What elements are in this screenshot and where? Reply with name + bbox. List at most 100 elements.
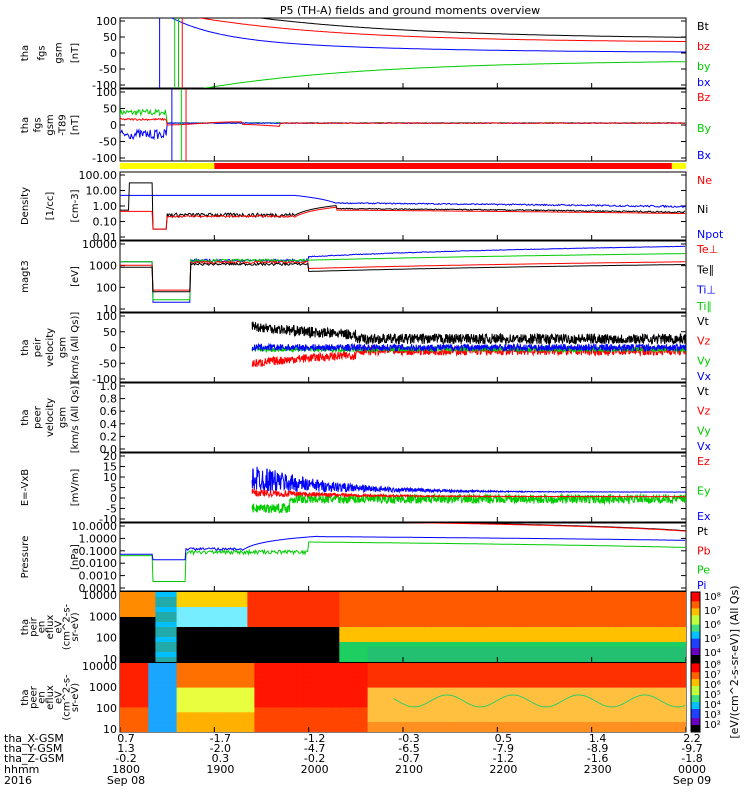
y-tick-label: 10 — [103, 303, 117, 316]
spectrogram-cell — [445, 657, 454, 662]
spectrogram-cell — [374, 597, 383, 603]
y-tick-label: 1000 — [89, 681, 117, 694]
spectrogram-cell — [360, 592, 369, 598]
spectrogram-cell — [311, 602, 319, 608]
spectrogram-cell — [579, 722, 588, 728]
spectrogram-cell — [190, 617, 199, 623]
spectrogram-cell — [403, 612, 411, 618]
legend-entry: Te∥ — [696, 263, 714, 276]
spectrogram-cell — [134, 663, 142, 669]
spectrogram-cell — [558, 602, 567, 608]
spectrogram-cell — [544, 712, 553, 718]
spectrogram-cell — [176, 717, 185, 723]
spectrogram-cell — [622, 707, 630, 713]
spectrogram-cell — [678, 702, 686, 708]
spectrogram-cell — [495, 627, 503, 633]
spectrogram-cell — [608, 663, 616, 669]
legend-entry: Vy — [697, 354, 711, 367]
spectrogram-cell — [212, 612, 220, 618]
x-axis-year: 2016 — [4, 774, 32, 787]
spectrogram-cell — [176, 632, 185, 638]
spectrogram-cell — [565, 632, 574, 638]
spectrogram-cell — [466, 677, 475, 684]
spectrogram-cell — [678, 637, 686, 643]
y-axis-label-line: eflux — [45, 685, 56, 710]
spectrogram-cell — [367, 702, 376, 708]
spectrogram-cell — [395, 717, 404, 723]
spectrogram-cell — [120, 727, 128, 732]
spectrogram-cell — [650, 657, 659, 662]
spectrogram-cell — [608, 642, 616, 648]
spectrogram-cell — [572, 667, 581, 674]
spectrogram-cell — [120, 612, 128, 618]
spectrogram-cell — [120, 663, 128, 669]
spectrogram-cell — [254, 592, 263, 598]
spectrogram-cell — [204, 687, 213, 694]
spectrogram-cell — [509, 697, 517, 703]
spectrogram-cell — [212, 647, 220, 653]
y-tick-label: -5 — [106, 503, 117, 516]
spectrogram-cell — [162, 672, 171, 679]
spectrogram-cell — [523, 712, 531, 718]
spectrogram-cell — [502, 657, 510, 662]
spectrogram-cell — [374, 647, 383, 653]
spectrogram-cell — [353, 712, 362, 718]
spectrogram-cell — [466, 642, 475, 648]
spectrogram-cell — [176, 722, 185, 728]
spectrogram-cell — [367, 687, 376, 694]
spectrogram-cell — [197, 647, 206, 653]
spectrogram-cell — [586, 677, 595, 684]
spectrogram-cell — [410, 597, 418, 603]
spectrogram-cell — [615, 697, 623, 703]
spectrogram-cell — [204, 682, 213, 689]
spectrogram-cell — [417, 712, 425, 718]
spectrogram-cell — [403, 632, 411, 638]
spectrogram-cell — [353, 632, 362, 638]
spectrogram-cell — [204, 697, 213, 703]
spectrogram-cell — [303, 642, 312, 648]
spectrogram-cell — [374, 657, 383, 662]
spectrogram-cell — [445, 637, 454, 643]
spectrogram-cell — [487, 697, 496, 703]
spectrogram-cell — [417, 722, 425, 728]
spectrogram-cell — [579, 597, 588, 603]
spectrogram-cell — [537, 682, 546, 689]
spectrogram-cell — [495, 642, 503, 648]
colorbar-cell — [691, 706, 700, 710]
colorbar-cell — [691, 629, 700, 633]
spectrogram-cell — [551, 707, 560, 713]
spectrogram-cell — [473, 632, 482, 638]
spectrogram-cell — [622, 722, 630, 728]
legend-entry: Ti⊥ — [696, 284, 716, 297]
spectrogram-cell — [360, 667, 369, 674]
spectrogram-cell — [204, 652, 213, 658]
spectrogram-cell — [127, 697, 135, 703]
colorbar-tick-label: 10⁷ — [704, 670, 721, 681]
spectrogram-cell — [141, 622, 149, 628]
y-axis-label-line: sr-eV) — [70, 612, 81, 641]
spectrogram-cell — [169, 597, 178, 603]
spectrogram-cell — [487, 722, 496, 728]
series-Npot — [120, 194, 686, 209]
spectrogram-cell — [431, 602, 439, 608]
spectrogram-cell — [226, 617, 234, 623]
spectrogram-cell — [516, 687, 524, 694]
spectrogram-cell — [452, 722, 461, 728]
spectrogram-cell — [282, 602, 291, 608]
spectrogram-cell — [608, 667, 616, 674]
spectrogram-cell — [438, 647, 447, 653]
spectrogram-cell — [346, 597, 355, 603]
spectrogram-cell — [594, 647, 602, 653]
colorbar-cell — [691, 665, 700, 669]
spectrogram-cell — [466, 667, 475, 674]
spectrogram-cell — [480, 627, 489, 633]
spectrogram-cell — [204, 667, 213, 674]
spectrogram-cell — [233, 657, 241, 662]
spectrogram-cell — [601, 622, 609, 628]
colorbar-cell — [691, 620, 700, 623]
spectrogram-cell — [296, 677, 305, 684]
spectrogram-cell — [212, 687, 220, 694]
y-axis-label-line: en — [37, 621, 48, 634]
spectrogram-cell — [374, 712, 383, 718]
spectrogram-cell — [523, 597, 531, 603]
